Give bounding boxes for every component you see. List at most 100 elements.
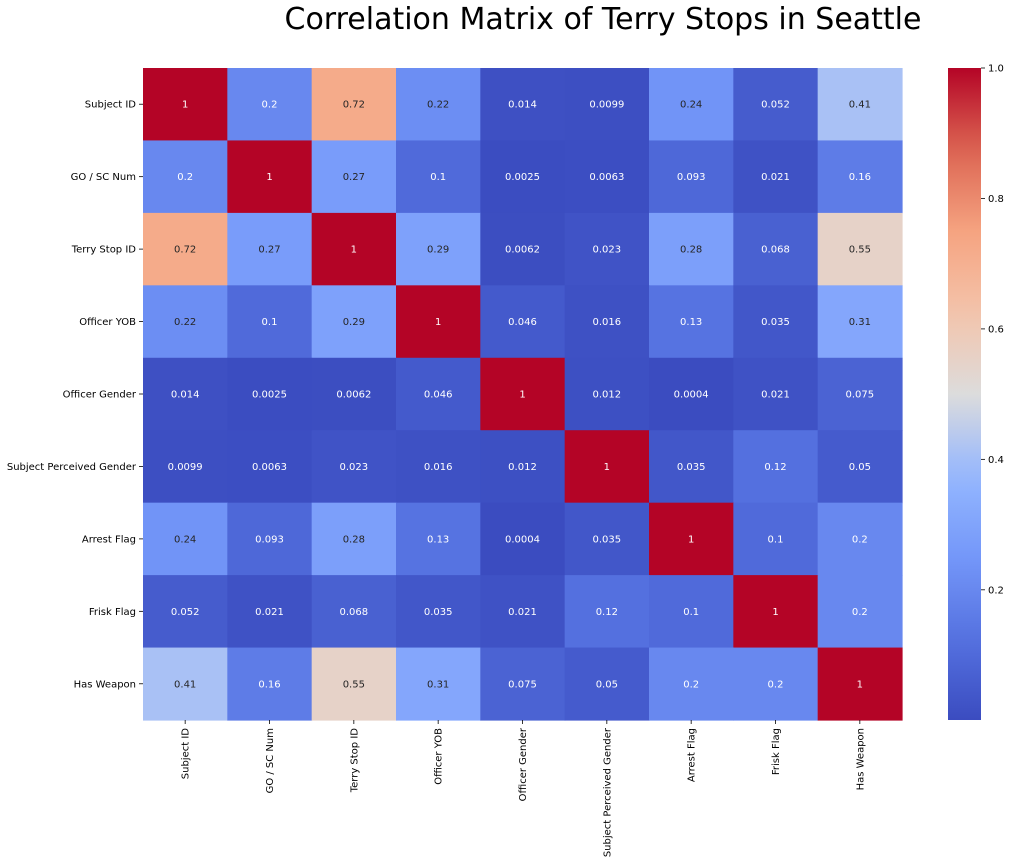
cell-annotation: 0.052: [761, 100, 790, 111]
heatmap-cell: [817, 68, 903, 142]
row-tick-label: Has Weapon: [74, 679, 136, 690]
column-tick-label: Arrest Flag: [687, 728, 698, 782]
row-tick-label: Terry Stop ID: [71, 245, 137, 256]
heatmap-cell: [396, 502, 481, 576]
row-tick-label: Subject ID: [85, 100, 137, 111]
cell-annotation: 0.28: [343, 534, 365, 545]
cell-annotation: 0.31: [427, 679, 449, 690]
heatmap-cell: [733, 575, 819, 649]
cell-annotation: 0.31: [849, 317, 871, 328]
cell-annotation: 0.014: [508, 100, 537, 111]
heatmap-cell: [649, 68, 734, 142]
heatmap-cell: [480, 140, 566, 214]
column-tick-label: Subject Perceived Gender: [602, 727, 613, 857]
row-tick-labels: Subject ID GO / SC Num Terry Stop ID Office…: [7, 100, 143, 690]
heatmap-cell: [143, 647, 228, 721]
heatmap-cell: [311, 502, 397, 576]
cell-annotation: 0.72: [343, 100, 365, 111]
heatmap-cell: [311, 430, 397, 504]
heatmap-cell: [649, 140, 734, 214]
cell-annotation: 0.16: [258, 679, 280, 690]
cell-annotation: 0.55: [849, 245, 871, 256]
cell-annotation: 0.28: [680, 245, 702, 256]
heatmap-cell: [817, 357, 903, 431]
cell-annotation: 0.093: [677, 172, 706, 183]
heatmap-cell: [227, 575, 313, 649]
colorbar-tick-label: 0.6: [988, 324, 1004, 335]
colorbar-tick-label: 0.4: [988, 455, 1004, 466]
cell-annotation: 0.27: [343, 172, 365, 183]
heatmap-cell: [564, 357, 650, 431]
column-tick-label: Terry Stop ID: [349, 728, 360, 794]
heatmap-cell: [143, 212, 228, 286]
heatmap-cell: [396, 575, 481, 649]
cell-annotation: 0.2: [683, 679, 699, 690]
cell-annotation: 0.014: [171, 390, 200, 401]
heatmap-cell: [733, 212, 819, 286]
heatmap-cell: [227, 357, 313, 431]
heatmap-cell: [564, 575, 650, 649]
cell-annotation: 0.046: [508, 317, 537, 328]
heatmap-cell: [311, 212, 397, 286]
cell-annotation: 0.29: [343, 317, 365, 328]
cell-annotation: 0.023: [340, 462, 369, 473]
cell-annotation: 0.1: [430, 172, 446, 183]
cell-annotation: 0.2: [177, 172, 193, 183]
heatmap-cell: [311, 575, 397, 649]
heatmap-cell: [649, 212, 734, 286]
cell-annotation: 0.035: [677, 462, 706, 473]
cell-annotation: 0.24: [680, 100, 702, 111]
cell-annotation: 0.021: [761, 390, 790, 401]
cell-annotation: 1: [351, 245, 357, 256]
row-tick-label: GO / SC Num: [71, 172, 136, 183]
cell-annotation: 0.012: [508, 462, 537, 473]
heatmap-cells: 1 0.2 0.72 0.22 0.014 0.0099 0.24 0.052 0.41 0.2 1…: [143, 68, 903, 721]
cell-annotation: 0.22: [174, 317, 196, 328]
cell-annotation: 0.12: [764, 462, 786, 473]
cell-annotation: 0.13: [427, 534, 449, 545]
heatmap-cell: [817, 212, 903, 286]
cell-annotation: 0.24: [174, 534, 196, 545]
cell-annotation: 0.41: [849, 100, 871, 111]
heatmap-cell: [564, 212, 650, 286]
cell-annotation: 0.0063: [589, 172, 624, 183]
heatmap-cell: [733, 68, 819, 142]
heatmap-cell: [564, 502, 650, 576]
cell-annotation: 1: [772, 607, 778, 618]
cell-annotation: 0.068: [761, 245, 790, 256]
heatmap-cell: [649, 575, 734, 649]
heatmap-cell: [480, 647, 566, 721]
cell-annotation: 0.72: [174, 245, 196, 256]
heatmap-cell: [227, 502, 313, 576]
cell-annotation: 0.093: [255, 534, 284, 545]
column-tick-label: Has Weapon: [855, 728, 866, 790]
cell-annotation: 0.035: [424, 607, 453, 618]
cell-annotation: 0.021: [508, 607, 537, 618]
colorbar: 0.2 0.4 0.6 0.8 1.0: [948, 64, 1004, 720]
heatmap-cell: [143, 140, 228, 214]
cell-annotation: 1: [182, 100, 188, 111]
heatmap-cell: [733, 357, 819, 431]
heatmap-cell: [733, 647, 819, 721]
cell-annotation: 0.046: [424, 390, 453, 401]
cell-annotation: 0.0099: [589, 100, 624, 111]
heatmap-cell: [227, 68, 313, 142]
heatmap-cell: [396, 68, 481, 142]
heatmap-cell: [817, 430, 903, 504]
cell-annotation: 0.1: [683, 607, 699, 618]
heatmap-cell: [649, 285, 734, 359]
heatmap-cell: [143, 430, 228, 504]
heatmap-cell: [733, 285, 819, 359]
heatmap-cell: [227, 212, 313, 286]
cell-annotation: 0.05: [596, 679, 618, 690]
heatmap-cell: [480, 502, 566, 576]
heatmap-cell: [311, 140, 397, 214]
cell-annotation: 1: [519, 390, 525, 401]
heatmap-cell: [649, 357, 734, 431]
heatmap-cell: [143, 575, 228, 649]
heatmap-cell: [817, 575, 903, 649]
heatmap-cell: [564, 140, 650, 214]
column-tick-label: Frisk Flag: [771, 728, 782, 775]
heatmap-cell: [396, 430, 481, 504]
row-tick-label: Arrest Flag: [82, 534, 136, 545]
